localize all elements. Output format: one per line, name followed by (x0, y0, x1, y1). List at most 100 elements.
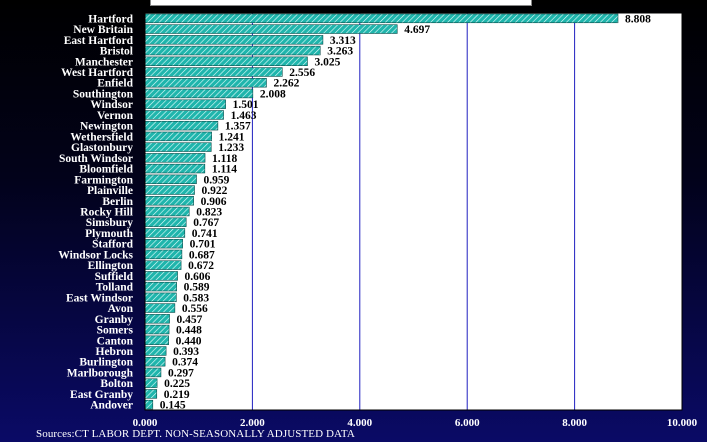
value-label: 0.457 (177, 314, 203, 326)
bar (144, 357, 166, 367)
category-label: Burlington (79, 357, 133, 369)
bar (144, 389, 158, 399)
bar (144, 228, 186, 238)
category-label: Windsor Locks (58, 249, 133, 261)
value-label: 0.219 (164, 389, 190, 401)
title-box (150, 0, 532, 6)
bar (144, 120, 219, 131)
value-label: 0.741 (192, 228, 218, 240)
category-label: Newington (80, 121, 134, 133)
bar (144, 131, 212, 142)
category-label: Vernon (97, 110, 134, 122)
bar (144, 163, 206, 174)
category-label: Berlin (102, 196, 133, 208)
bar (144, 174, 197, 185)
value-label: 0.145 (160, 400, 186, 412)
category-label: East Hartford (64, 35, 134, 47)
value-label: 3.313 (330, 35, 356, 47)
value-label: 1.501 (233, 99, 259, 111)
bar (144, 88, 254, 99)
category-label: South Windsor (59, 153, 133, 165)
bar (144, 281, 177, 292)
x-tick-label: 0.000 (133, 417, 158, 429)
value-label: 3.263 (327, 46, 353, 58)
value-label: 1.118 (212, 153, 237, 165)
value-label: 8.808 (625, 13, 651, 25)
bar (144, 13, 619, 24)
category-label: Windsor (90, 99, 133, 111)
value-label: 0.589 (184, 282, 210, 294)
category-label: New Britain (73, 24, 133, 36)
category-label: East Granby (70, 389, 133, 401)
x-tick-label: 10.000 (667, 417, 698, 429)
category-label: Marlborough (67, 367, 134, 379)
category-label: Plymouth (85, 228, 134, 240)
bar (144, 45, 321, 56)
bar (144, 67, 283, 77)
category-label: Hartford (88, 13, 133, 25)
bar (144, 303, 176, 313)
bar (144, 238, 183, 249)
category-label: Avon (108, 303, 134, 315)
value-label: 2.262 (273, 78, 299, 90)
bar (144, 206, 190, 217)
value-label: 0.225 (164, 378, 190, 390)
category-label: Bolton (100, 378, 133, 390)
x-tick-label: 4.000 (347, 417, 372, 429)
category-label: West Hartford (61, 67, 133, 79)
category-label: Hebron (96, 346, 134, 358)
bar (144, 249, 183, 260)
value-label: 0.672 (188, 260, 214, 272)
x-tick-label: 8.000 (562, 417, 587, 429)
value-label: 0.922 (202, 185, 228, 197)
bar (144, 292, 177, 303)
category-label: Manchester (75, 56, 133, 68)
bar (144, 185, 195, 195)
category-label: Wethersfield (70, 131, 133, 143)
category-label: Simsbury (86, 217, 134, 229)
category-label: East Windsor (66, 292, 133, 304)
bar (144, 78, 267, 88)
category-label: Southington (73, 88, 134, 100)
category-label: Somers (97, 325, 134, 337)
category-label: Ellington (88, 260, 134, 272)
x-tick-label: 2.000 (240, 417, 265, 429)
bar (144, 260, 182, 270)
category-label: Plainville (87, 185, 133, 197)
bar (144, 324, 170, 335)
bar (144, 314, 170, 324)
value-label: 0.297 (168, 367, 194, 379)
bar (144, 399, 154, 410)
category-label: Canton (97, 335, 134, 347)
bar (144, 196, 194, 206)
category-label: Tolland (96, 282, 134, 294)
category-label: Rocky Hill (80, 207, 133, 219)
value-label: 0.393 (173, 346, 199, 358)
value-label: 0.959 (203, 174, 229, 186)
value-label: 2.556 (289, 67, 315, 79)
value-label: 2.008 (260, 88, 286, 100)
source-note: Sources:CT LABOR DEPT. NON-SEASONALLY AD… (36, 428, 355, 440)
bar (144, 110, 224, 120)
value-label: 4.697 (404, 24, 430, 36)
bar (144, 35, 324, 45)
value-label: 1.233 (218, 142, 244, 154)
category-label: Stafford (92, 239, 133, 251)
value-label: 1.463 (231, 110, 257, 122)
bar (144, 217, 187, 227)
value-label: 0.687 (189, 249, 215, 261)
value-label: 0.583 (183, 292, 209, 304)
value-label: 0.701 (190, 239, 216, 251)
category-label: Granby (95, 314, 134, 326)
value-label: 0.556 (182, 303, 208, 315)
value-label: 0.823 (196, 207, 222, 219)
category-label: Farmington (74, 174, 133, 186)
category-label: Andover (90, 400, 133, 412)
x-tick-label: 6.000 (455, 417, 480, 429)
bar (144, 153, 206, 163)
value-label: 0.374 (172, 357, 198, 369)
value-label: 1.114 (212, 164, 237, 176)
plot-border (144, 12, 683, 411)
bar (144, 346, 167, 356)
